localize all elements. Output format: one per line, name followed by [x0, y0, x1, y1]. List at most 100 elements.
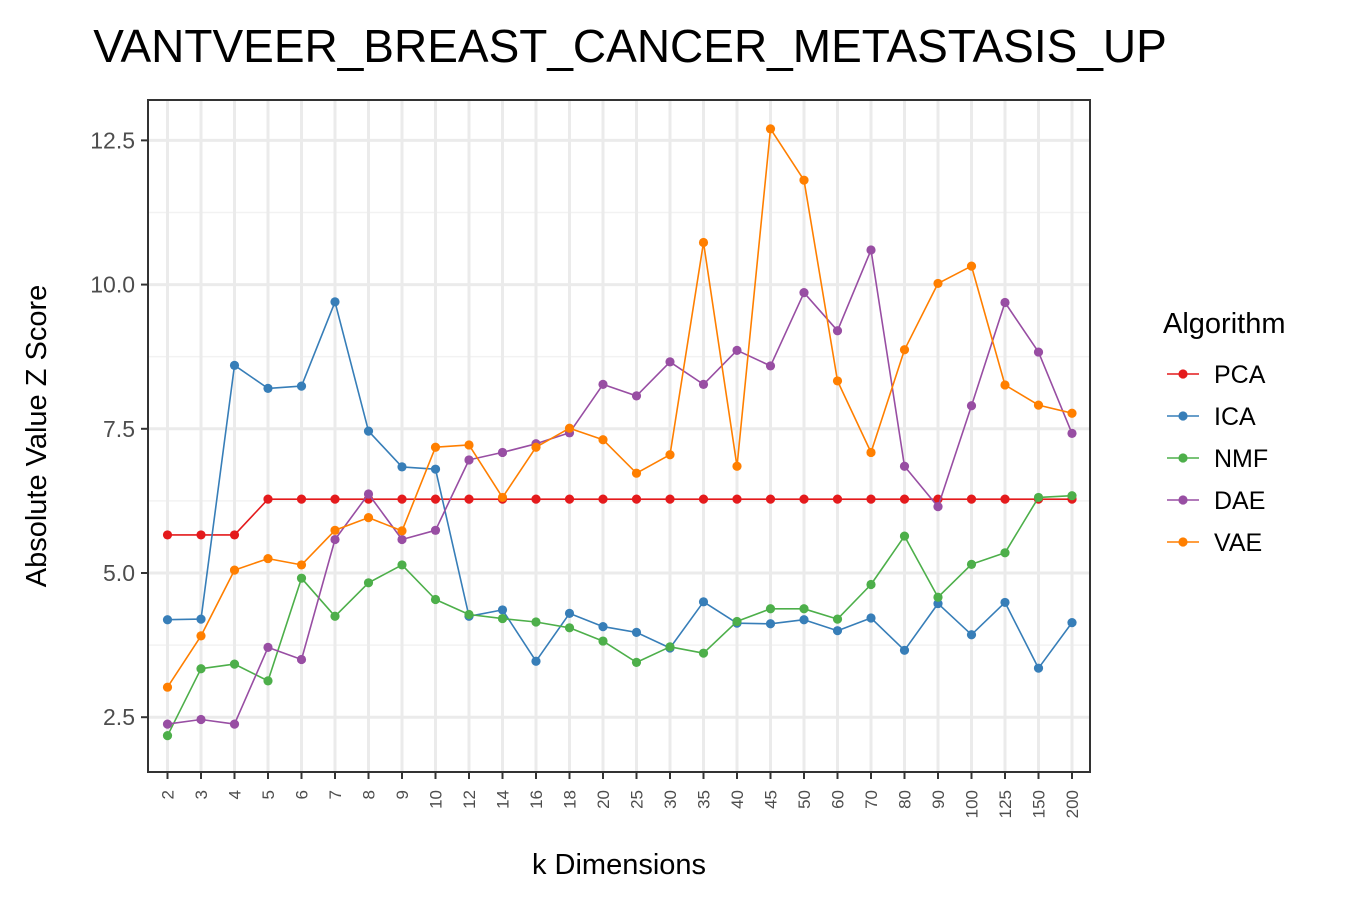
data-point	[531, 617, 541, 627]
data-point	[464, 440, 474, 450]
data-point	[665, 450, 675, 460]
data-point	[229, 565, 240, 575]
series-line-nmf	[166, 494, 1073, 737]
x-tick-label: 5	[259, 790, 278, 799]
data-point	[1000, 548, 1010, 558]
data-point	[430, 494, 441, 504]
data-point	[1000, 494, 1010, 504]
data-point	[866, 447, 876, 458]
data-point	[598, 494, 608, 504]
legend-label: ICA	[1214, 403, 1256, 431]
legend-key-point	[1178, 369, 1188, 379]
x-tick-label: 2	[159, 790, 178, 799]
data-point	[464, 609, 474, 620]
series-line-ica	[167, 301, 1073, 670]
data-point	[531, 442, 541, 452]
data-point	[330, 297, 340, 307]
data-point	[866, 245, 876, 255]
data-point	[397, 560, 407, 570]
y-tick-label: 2.5	[103, 704, 135, 730]
x-tick-label: 9	[393, 790, 412, 799]
data-point	[732, 616, 742, 627]
data-point	[732, 345, 742, 355]
x-tick-label: 50	[795, 790, 814, 809]
data-point	[765, 361, 776, 371]
data-point	[330, 534, 340, 545]
series-ica	[162, 297, 1077, 673]
data-point	[1033, 347, 1044, 357]
data-point	[799, 615, 809, 625]
data-point	[899, 494, 910, 504]
data-point	[564, 494, 575, 504]
y-tick-label: 7.5	[103, 416, 135, 442]
data-point	[430, 464, 441, 474]
data-point	[631, 627, 642, 638]
data-point	[363, 578, 374, 588]
data-point	[799, 494, 809, 504]
data-point	[933, 502, 943, 512]
y-tick-label: 5.0	[103, 560, 135, 586]
data-point	[1033, 663, 1044, 673]
legend-item-pca: PCA	[1167, 361, 1266, 389]
y-tick-label: 12.5	[90, 127, 135, 153]
data-point	[598, 435, 608, 445]
data-point	[296, 560, 307, 570]
series-nmf	[162, 491, 1077, 741]
data-point	[263, 383, 273, 394]
x-tick-label: 16	[527, 790, 546, 809]
data-point	[698, 648, 709, 658]
data-point	[497, 613, 508, 624]
data-point	[966, 559, 977, 569]
panel-border	[147, 99, 1091, 773]
data-point	[162, 682, 173, 692]
legend-key-point	[1178, 453, 1188, 463]
x-tick-label: 30	[661, 790, 680, 809]
data-point	[229, 659, 240, 669]
data-point	[430, 594, 441, 605]
data-point	[229, 360, 240, 370]
legend-item-dae: DAE	[1167, 487, 1265, 515]
x-tick-label: 150	[1030, 790, 1049, 818]
data-point	[765, 604, 776, 614]
data-point	[832, 614, 843, 624]
data-point	[196, 631, 206, 641]
x-tick-label: 200	[1063, 790, 1082, 818]
data-point	[263, 494, 273, 504]
legend-item-vae: VAE	[1167, 529, 1262, 557]
data-point	[899, 531, 910, 541]
series-line-vae	[166, 128, 1073, 688]
data-point	[631, 657, 642, 668]
data-point	[464, 494, 474, 504]
data-point	[866, 494, 876, 504]
data-point	[162, 719, 173, 729]
data-point	[966, 494, 977, 504]
data-point	[363, 513, 374, 523]
data-point	[665, 357, 675, 367]
legend-key-point	[1178, 411, 1188, 421]
data-point	[765, 494, 776, 504]
data-point	[899, 645, 910, 655]
data-point	[1067, 618, 1077, 628]
data-point	[330, 525, 340, 535]
data-point	[229, 719, 240, 729]
data-point	[933, 598, 943, 609]
data-point	[631, 468, 642, 478]
data-point	[832, 326, 843, 336]
series-line-dae	[167, 249, 1073, 725]
data-point	[162, 530, 173, 540]
data-point	[1033, 492, 1044, 503]
data-point	[698, 237, 709, 248]
data-point	[698, 494, 709, 504]
data-point	[330, 494, 340, 504]
data-point	[263, 642, 273, 653]
data-point	[1000, 380, 1010, 390]
x-tick-label: 7	[326, 790, 345, 799]
data-point	[196, 664, 206, 674]
data-point	[363, 489, 374, 499]
data-point	[263, 553, 273, 564]
data-point	[765, 619, 776, 629]
data-point	[899, 345, 910, 355]
x-tick-label: 70	[862, 790, 881, 809]
data-point	[397, 494, 407, 504]
